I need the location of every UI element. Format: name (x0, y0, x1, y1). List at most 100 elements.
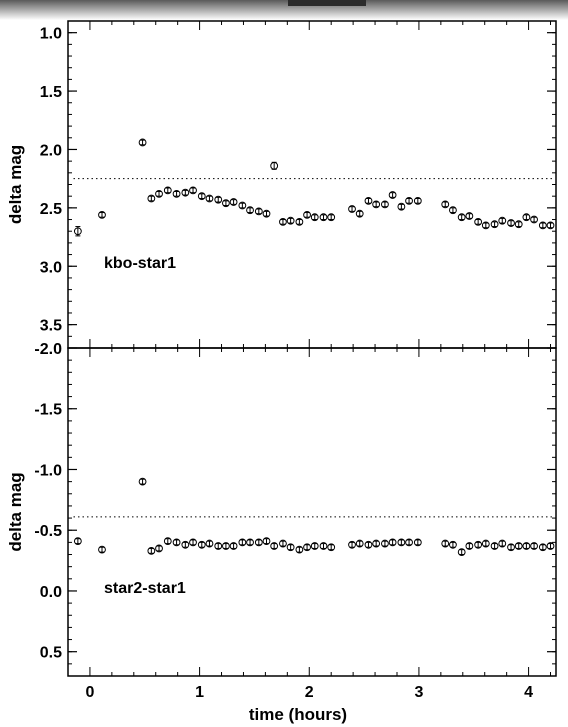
panel-label: star2-star1 (104, 580, 186, 597)
y-tick-label: -1.5 (34, 402, 62, 419)
data-marker (355, 539, 364, 548)
data-point (303, 210, 311, 219)
x-tick-label: 0 (85, 684, 94, 701)
data-marker (319, 542, 328, 550)
data-point (481, 539, 490, 548)
data-point (73, 226, 82, 237)
data-marker (507, 219, 515, 227)
data-marker (490, 542, 499, 550)
data-marker (73, 537, 82, 546)
y-tick-label: -1.0 (34, 462, 62, 479)
data-point (538, 543, 547, 552)
data-marker (214, 195, 223, 204)
data-point (498, 539, 507, 548)
data-point (481, 221, 490, 230)
data-marker (246, 206, 254, 215)
data-point (138, 477, 147, 486)
data-point (490, 220, 499, 229)
data-marker (405, 538, 413, 547)
data-point (181, 540, 190, 549)
data-marker (222, 199, 230, 208)
data-marker (189, 538, 197, 547)
data-marker (481, 539, 490, 548)
data-point (270, 542, 279, 550)
data-marker (147, 194, 156, 203)
data-point (474, 217, 483, 226)
data-marker (507, 543, 515, 552)
data-marker (73, 227, 82, 236)
data-point (364, 540, 373, 549)
data-point (310, 213, 319, 222)
data-point (397, 202, 406, 211)
data-point (372, 200, 381, 209)
data-marker (530, 542, 538, 550)
y-tick-label: 1.5 (40, 84, 62, 101)
data-marker (303, 543, 311, 552)
data-point (348, 540, 356, 549)
data-point (507, 219, 515, 227)
panel-label: kbo-star1 (104, 255, 176, 272)
data-point (514, 542, 523, 550)
data-point (530, 542, 538, 550)
data-marker (138, 477, 147, 486)
data-point (205, 194, 214, 203)
data-point (546, 542, 555, 550)
data-point (465, 542, 474, 550)
data-point (295, 545, 304, 554)
data-marker (138, 138, 147, 147)
data-marker (254, 538, 263, 547)
data-marker (372, 200, 381, 209)
data-marker (270, 542, 279, 550)
data-point (441, 200, 450, 209)
data-point (449, 206, 457, 215)
y-tick-label: -0.5 (34, 523, 62, 540)
data-point (262, 537, 271, 546)
data-marker (172, 189, 181, 198)
data-marker (481, 221, 490, 230)
data-marker (441, 539, 450, 548)
data-marker (364, 540, 373, 549)
data-point (319, 542, 328, 550)
data-point (364, 196, 373, 205)
data-marker (514, 542, 523, 550)
data-point (222, 542, 230, 550)
data-point (465, 212, 474, 220)
data-point (205, 539, 214, 548)
data-marker (449, 540, 457, 549)
data-point (507, 543, 515, 552)
data-point (229, 198, 238, 206)
data-point (138, 138, 147, 147)
data-point (405, 538, 413, 547)
data-marker (229, 542, 238, 550)
data-marker (155, 189, 163, 198)
data-point (355, 209, 364, 218)
data-point (163, 186, 172, 195)
data-point (73, 537, 82, 546)
data-point (254, 538, 263, 547)
data-marker (303, 210, 311, 219)
data-marker (546, 542, 555, 550)
data-point (355, 539, 364, 548)
data-point (310, 542, 319, 550)
data-marker (262, 209, 271, 218)
data-marker (295, 217, 304, 226)
data-marker (214, 542, 223, 550)
data-marker (279, 539, 287, 548)
data-marker (238, 201, 247, 210)
data-point (246, 206, 254, 215)
data-point (319, 213, 328, 222)
data-marker (538, 221, 547, 230)
data-point (538, 221, 547, 230)
y-tick-label: 3.0 (40, 259, 62, 276)
data-marker (270, 161, 279, 170)
data-marker (286, 216, 295, 225)
data-point (441, 539, 450, 548)
data-point (98, 210, 106, 219)
data-point (147, 546, 156, 555)
data-point (348, 205, 356, 213)
data-point (498, 216, 507, 225)
data-point (530, 215, 538, 224)
data-marker (530, 215, 538, 224)
data-marker (457, 548, 466, 556)
data-marker (514, 220, 523, 229)
